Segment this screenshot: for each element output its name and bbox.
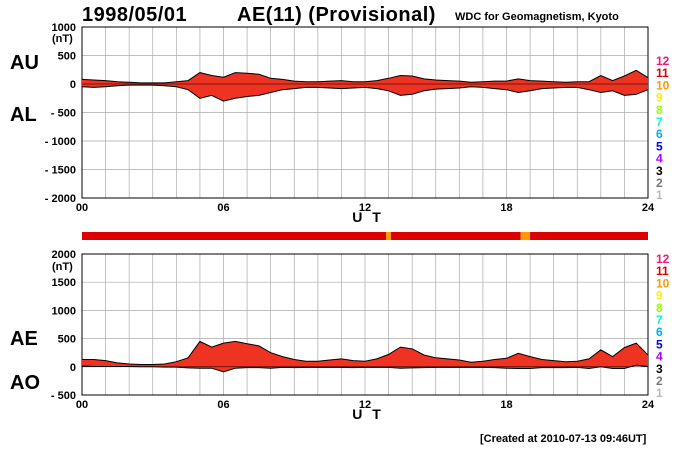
legend-item: 2 bbox=[656, 176, 663, 190]
activity-segment bbox=[530, 232, 648, 240]
plot-frame bbox=[81, 253, 649, 396]
x-tick-label: 06 bbox=[217, 399, 229, 411]
y-tick-label: 0 bbox=[70, 79, 76, 91]
x-tick-label: 06 bbox=[217, 202, 229, 214]
legend-item: 10 bbox=[656, 78, 670, 92]
activity-segment bbox=[520, 232, 531, 240]
legend-item: 10 bbox=[656, 276, 670, 290]
legend-item: 11 bbox=[656, 66, 669, 80]
legend-item: 3 bbox=[656, 164, 663, 178]
x-tick-label: 00 bbox=[76, 399, 88, 411]
legend-item: 9 bbox=[656, 91, 663, 105]
panel-label-lower: AO bbox=[10, 372, 40, 394]
legend-item: 6 bbox=[656, 127, 663, 141]
x-axis-label: U T bbox=[352, 209, 384, 225]
legend-item: 7 bbox=[656, 115, 663, 129]
x-axis-label: U T bbox=[352, 406, 384, 422]
panel-label-lower: AL bbox=[10, 104, 37, 126]
panel-label-upper: AE bbox=[10, 328, 38, 350]
panel-label-upper: AU bbox=[10, 52, 39, 74]
series-line-ao bbox=[81, 364, 649, 373]
legend-item: 4 bbox=[656, 152, 663, 166]
y-tick-label: - 1000 bbox=[45, 136, 76, 148]
activity-segment bbox=[386, 232, 391, 240]
y-tick-label: - 1500 bbox=[45, 165, 76, 177]
legend-item: 9 bbox=[656, 289, 663, 303]
legend-item: 5 bbox=[656, 337, 663, 351]
y-tick-label: 1500 bbox=[52, 277, 76, 289]
y-tick-label: - 500 bbox=[51, 390, 76, 402]
legend-item: 8 bbox=[656, 301, 663, 315]
legend-item: 3 bbox=[656, 362, 663, 376]
y-tick-label: - 2000 bbox=[45, 193, 76, 205]
legend-item: 5 bbox=[656, 139, 663, 153]
activity-segment bbox=[390, 232, 521, 240]
band-fill bbox=[82, 70, 648, 102]
y-tick-label: 1000 bbox=[52, 22, 76, 34]
plot-frame bbox=[81, 26, 649, 199]
x-tick-label: 24 bbox=[642, 399, 655, 411]
x-tick-label: 18 bbox=[500, 202, 512, 214]
y-tick-label: 500 bbox=[58, 334, 76, 346]
series-line-al bbox=[81, 84, 649, 102]
y-unit-label: (nT) bbox=[52, 261, 73, 273]
y-tick-label: 1000 bbox=[52, 305, 76, 317]
legend-item: 2 bbox=[656, 374, 663, 388]
legend-item: 6 bbox=[656, 325, 663, 339]
legend-item: 8 bbox=[656, 103, 663, 117]
chart-date: 1998/05/01 bbox=[82, 4, 188, 26]
created-timestamp: [Created at 2010-07-13 09:46UT] bbox=[480, 433, 647, 445]
y-tick-label: 0 bbox=[70, 362, 76, 374]
y-tick-label: - 500 bbox=[51, 108, 76, 120]
legend-item: 11 bbox=[656, 264, 669, 278]
y-tick-label: 500 bbox=[58, 51, 76, 63]
series-line-au bbox=[81, 69, 649, 84]
x-tick-label: 00 bbox=[76, 202, 88, 214]
legend-item: 12 bbox=[656, 252, 670, 266]
series-line-ae bbox=[82, 340, 649, 365]
activity-bar bbox=[82, 232, 648, 240]
legend-item: 7 bbox=[656, 313, 663, 327]
x-tick-label: 24 bbox=[642, 202, 655, 214]
legend-item: 1 bbox=[656, 386, 663, 400]
y-tick-label: 2000 bbox=[52, 249, 76, 261]
activity-segment bbox=[82, 232, 387, 240]
x-tick-label: 12 bbox=[359, 399, 371, 411]
chart-title: AE(11) (Provisional) bbox=[237, 4, 436, 26]
x-tick-label: 12 bbox=[359, 202, 371, 214]
band-fill bbox=[82, 341, 648, 372]
legend-item: 12 bbox=[656, 54, 670, 68]
data-source: WDC for Geomagnetism, Kyoto bbox=[455, 11, 619, 23]
y-unit-label: (nT) bbox=[52, 33, 73, 45]
legend-item: 4 bbox=[656, 350, 663, 364]
x-tick-label: 18 bbox=[500, 399, 512, 411]
legend-item: 1 bbox=[656, 188, 663, 202]
